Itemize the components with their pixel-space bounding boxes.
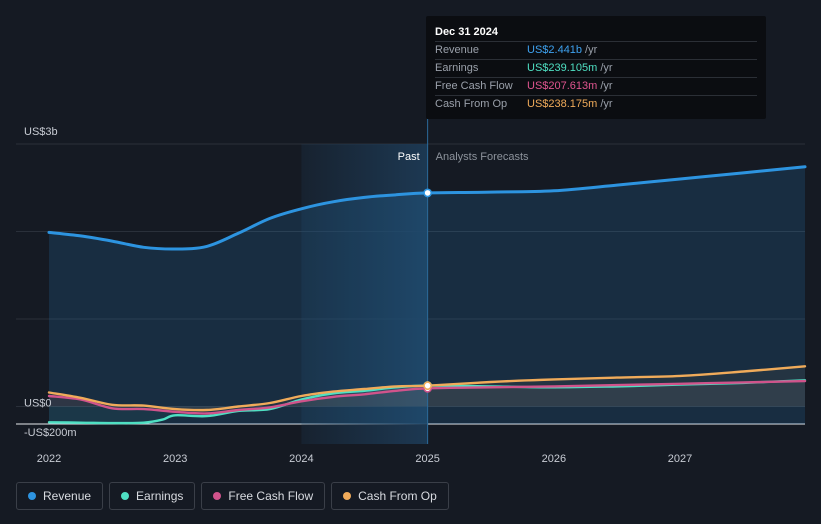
tooltip-label: Cash From Op bbox=[435, 98, 508, 110]
tooltip-label: Earnings bbox=[435, 62, 479, 74]
tooltip-row-cash-from-op: Cash From Op US$238.175m /yr bbox=[435, 95, 757, 113]
forecast-label: Analysts Forecasts bbox=[436, 151, 529, 163]
legend-dot-icon bbox=[343, 492, 352, 500]
marker-cash-from-op bbox=[423, 381, 433, 391]
legend-label: Free Cash Flow bbox=[228, 489, 314, 503]
legend-item-earnings[interactable]: Earnings bbox=[109, 482, 196, 510]
past-label: Past bbox=[398, 151, 420, 163]
series-line-free-cash-flow bbox=[47, 379, 807, 415]
y-tick-label: -US$200m bbox=[24, 427, 77, 439]
tooltip-unit: /yr bbox=[600, 80, 613, 92]
legend-item-free-cash-flow[interactable]: Free Cash Flow bbox=[201, 482, 326, 510]
tooltip-value: US$238.175m bbox=[527, 98, 598, 110]
tooltip-row-revenue: Revenue US$2.441b /yr bbox=[435, 41, 757, 59]
marker-revenue bbox=[423, 188, 433, 198]
x-tick-label: 2026 bbox=[542, 453, 566, 465]
legend-label: Earnings bbox=[136, 489, 184, 503]
tooltip-row-free-cash-flow: Free Cash Flow US$207.613m /yr bbox=[435, 77, 757, 95]
x-tick-label: 2025 bbox=[415, 453, 439, 465]
legend-dot-icon bbox=[213, 492, 222, 500]
x-axis: 2022 2023 2024 2025 2026 2027 bbox=[37, 453, 693, 465]
series-area-revenue bbox=[49, 166, 805, 425]
tooltip-unit: /yr bbox=[600, 62, 613, 74]
y-tick-label: US$0 bbox=[24, 398, 52, 410]
series-area-earnings bbox=[49, 380, 805, 424]
tooltip-unit: /yr bbox=[585, 44, 598, 56]
legend-dot-icon bbox=[28, 492, 36, 500]
legend-label: Revenue bbox=[43, 489, 92, 503]
x-tick-label: 2023 bbox=[163, 453, 187, 465]
tooltip-label: Free Cash Flow bbox=[435, 80, 513, 92]
tooltip: Dec 31 2024 Revenue US$2.441b /yr Earnin… bbox=[426, 16, 766, 119]
series-line-cash-from-op bbox=[47, 365, 807, 412]
series-area-free-cash-flow bbox=[49, 381, 805, 414]
series-line-earnings bbox=[47, 379, 807, 425]
legend-dot-icon bbox=[121, 492, 130, 500]
tooltip-value: US$239.105m bbox=[527, 62, 598, 74]
y-axis: US$3b US$0 -US$200m bbox=[24, 126, 77, 439]
legend-item-revenue[interactable]: Revenue bbox=[16, 482, 104, 510]
series-lines bbox=[47, 119, 807, 444]
tooltip-unit: /yr bbox=[600, 98, 613, 110]
x-tick-label: 2027 bbox=[668, 453, 692, 465]
series-line-revenue bbox=[47, 165, 807, 251]
tooltip-value: US$2.441b bbox=[527, 44, 583, 56]
period-labels: Past Analysts Forecasts bbox=[398, 151, 529, 163]
tooltip-label: Revenue bbox=[435, 44, 480, 56]
x-tick-label: 2022 bbox=[37, 453, 61, 465]
tooltip-value: US$207.613m bbox=[527, 80, 598, 92]
legend: Revenue Earnings Free Cash Flow Cash Fro… bbox=[16, 482, 449, 510]
tooltip-row-earnings: Earnings US$239.105m /yr bbox=[435, 59, 757, 77]
y-tick-label: US$3b bbox=[24, 126, 58, 138]
hover-markers bbox=[423, 188, 433, 393]
x-tick-label: 2024 bbox=[289, 453, 313, 465]
legend-item-cash-from-op[interactable]: Cash From Op bbox=[331, 482, 449, 510]
legend-label: Cash From Op bbox=[358, 489, 437, 503]
tooltip-date: Dec 31 2024 bbox=[435, 26, 498, 38]
